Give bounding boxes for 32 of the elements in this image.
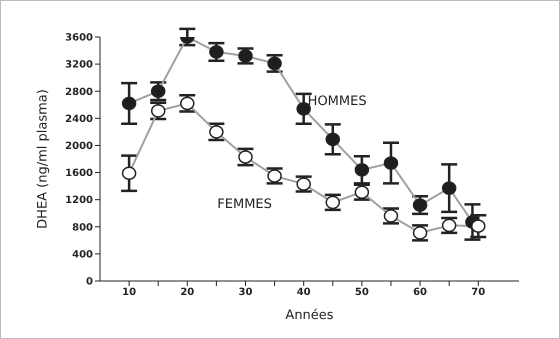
series-label: HOMMES (308, 94, 367, 109)
series-label: FEMMES (217, 196, 272, 212)
point (442, 181, 456, 195)
y-tick-label: 3600 (65, 32, 94, 44)
x-axis-title: Années (285, 308, 334, 323)
x-tick-label: 60 (413, 287, 428, 298)
point (122, 96, 136, 110)
y-tick-label: 2000 (65, 140, 94, 152)
point (354, 163, 370, 177)
point (384, 156, 398, 170)
point (122, 166, 136, 180)
point (412, 198, 428, 212)
y-tick-label: 2400 (65, 114, 94, 125)
x-tick-label: 30 (238, 287, 252, 298)
y-tick-label: 0 (86, 276, 94, 288)
x-tick-label: 10 (122, 287, 136, 298)
point (209, 45, 224, 59)
y-tick-label: 2800 (65, 86, 94, 98)
y-tick-label: 3200 (65, 60, 94, 71)
y-tick-label: 1600 (65, 168, 94, 180)
x-tick-label: 40 (296, 287, 311, 298)
point (354, 185, 370, 199)
x-tick-label: 20 (180, 287, 194, 298)
point (326, 132, 340, 146)
y-tick-label: 1200 (65, 195, 94, 206)
x-tick-label: 50 (354, 287, 369, 298)
y-tick-label: 400 (72, 249, 94, 260)
y-axis-title: DHEA (ng/ml plasma) (36, 89, 51, 229)
point (471, 219, 486, 233)
point (150, 84, 166, 98)
y-tick-label: 800 (72, 222, 94, 234)
x-tick-label: 70 (471, 287, 486, 298)
